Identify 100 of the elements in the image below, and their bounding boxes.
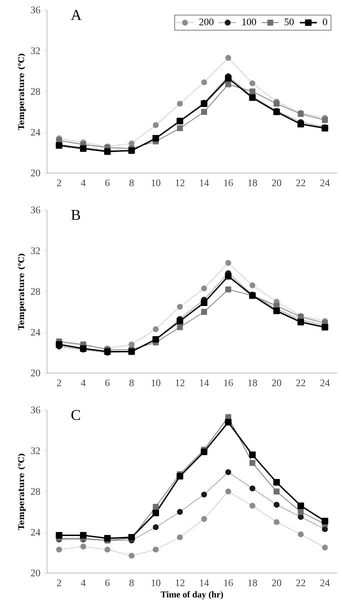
point: [128, 342, 135, 348]
x-tick-label: 24: [320, 380, 330, 386]
x-tick-label: 14: [200, 380, 209, 386]
x-tick-label: 6: [105, 580, 110, 586]
point: [176, 534, 183, 540]
x-tick-label: 10: [152, 180, 160, 186]
point: [201, 492, 208, 498]
x-tick-label: 8: [129, 580, 134, 586]
point: [274, 519, 280, 526]
point: [225, 81, 232, 88]
x-tick-label: 14: [200, 180, 209, 186]
point: [152, 510, 160, 516]
x-tick-label: 10: [152, 580, 160, 586]
legend-label: 50: [284, 18, 294, 26]
point: [297, 120, 304, 128]
point: [176, 125, 183, 132]
x-tick-label: 22: [296, 380, 306, 386]
x-tick-label: 18: [248, 380, 258, 386]
x-tick-label: 4: [80, 580, 86, 586]
point: [224, 418, 232, 426]
y-tick-label: 28: [30, 88, 40, 95]
legend-label: 200: [199, 18, 214, 26]
point: [274, 488, 280, 494]
point: [297, 318, 304, 326]
y-tick-label: 36: [31, 6, 40, 14]
y-tick-label: 28: [30, 488, 40, 495]
x-tick-label: 24: [320, 580, 330, 586]
point: [176, 472, 184, 480]
point: [225, 286, 232, 292]
x-tick-label: 20: [272, 180, 282, 186]
x-tick-label: 10: [152, 380, 160, 386]
y-tick-label: 24: [30, 128, 40, 136]
chart-title: B: [71, 210, 80, 220]
y-tick-label: 32: [31, 447, 40, 454]
point: [152, 546, 159, 553]
x-tick-label: 2: [57, 580, 62, 586]
point: [152, 122, 159, 128]
point: [249, 282, 256, 288]
point: [225, 260, 232, 266]
x-tick-label: 12: [176, 380, 184, 386]
chart-title: A: [70, 10, 82, 20]
y-tick-label: 32: [31, 47, 40, 54]
x-tick-label: 16: [224, 380, 233, 386]
x-tick-label: 2: [57, 180, 62, 186]
point: [56, 532, 62, 539]
point: [249, 452, 256, 458]
point: [224, 272, 232, 280]
point: [224, 74, 232, 82]
point: [176, 304, 183, 310]
point: [297, 502, 304, 510]
point: [201, 516, 208, 522]
x-tick-label: 12: [176, 580, 184, 586]
point: [273, 479, 280, 486]
point: [274, 502, 280, 508]
point: [128, 552, 135, 559]
point: [176, 100, 183, 107]
legend-label: 100: [242, 18, 256, 26]
x-tick-label: 22: [296, 180, 306, 186]
y-tick-label: 36: [31, 206, 40, 214]
y-tick-label: 28: [30, 288, 40, 295]
point: [200, 448, 208, 456]
x-tick-label: 16: [224, 180, 233, 186]
x-tick-label: 16: [224, 580, 233, 586]
x-tick-label: 6: [105, 380, 110, 386]
point: [56, 546, 62, 553]
x-tick-label: 14: [200, 580, 209, 586]
point: [298, 531, 304, 538]
x-tick-label: 4: [80, 180, 86, 186]
point: [249, 485, 256, 492]
point: [176, 324, 183, 330]
y-tick-label: 24: [30, 528, 40, 536]
point: [225, 469, 232, 476]
x-tick-label: 24: [320, 180, 330, 186]
y-tick-label: 32: [31, 247, 40, 254]
point: [176, 508, 183, 515]
point: [176, 318, 184, 324]
x-tick-label: 20: [272, 580, 282, 586]
y-tick-label: 20: [30, 370, 40, 376]
x-tick-label: 6: [105, 180, 110, 186]
legend-label: 0: [322, 18, 328, 26]
x-tick-label: 22: [296, 580, 306, 586]
point: [298, 508, 304, 515]
point: [128, 140, 135, 146]
point: [201, 285, 208, 292]
point: [201, 108, 208, 115]
point: [249, 502, 256, 509]
y-tick-label: 36: [31, 406, 40, 414]
point: [273, 308, 280, 314]
y-tick-label: 20: [30, 570, 40, 576]
point: [225, 488, 232, 494]
point: [152, 524, 159, 530]
x-tick-label: 8: [129, 180, 134, 186]
point: [80, 532, 87, 539]
y-tick-label: 20: [30, 170, 40, 176]
point: [201, 308, 208, 315]
point: [201, 79, 208, 86]
x-tick-label: 20: [272, 380, 282, 386]
x-tick-label: 12: [176, 180, 184, 186]
y-tick-label: 24: [30, 328, 40, 336]
point: [104, 546, 110, 553]
